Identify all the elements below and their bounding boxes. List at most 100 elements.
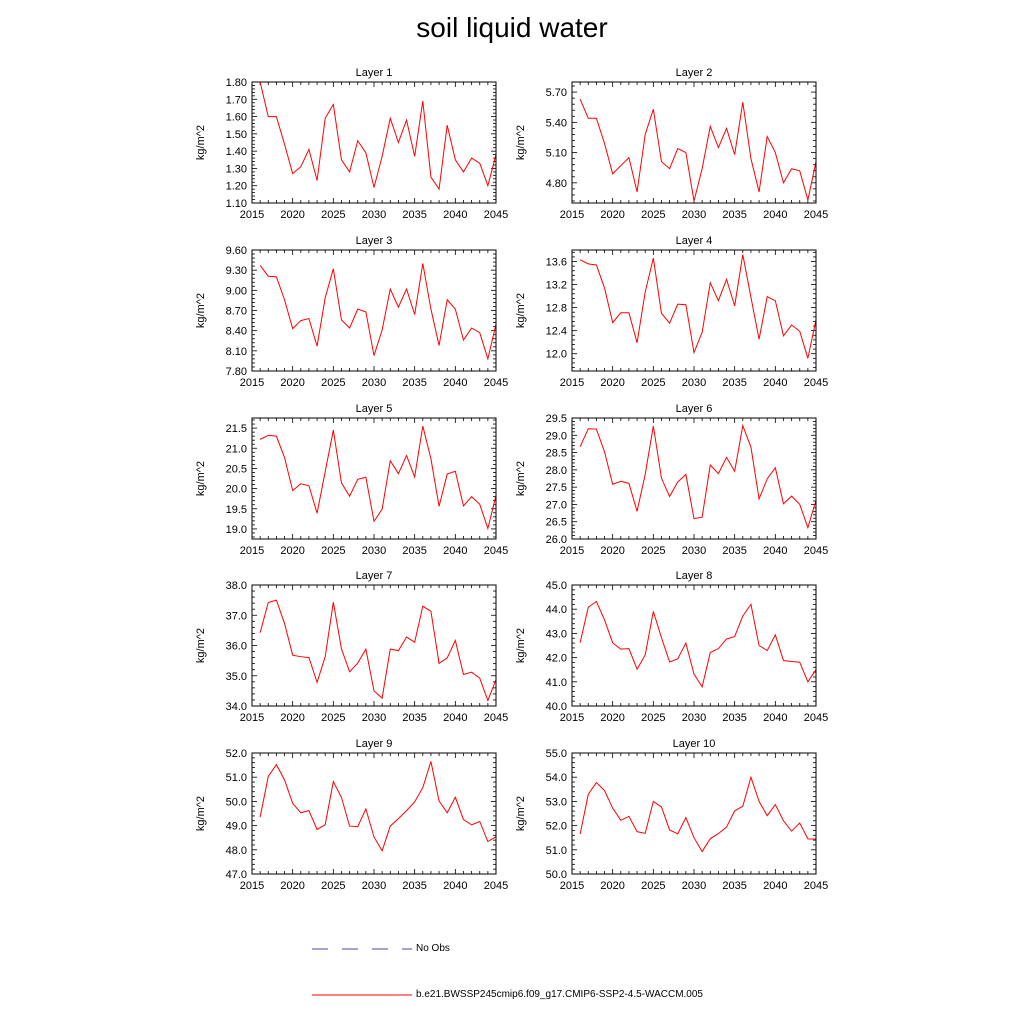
y-tick-label: 36.0 [226, 641, 247, 653]
x-tick-label: 2040 [763, 545, 787, 557]
x-tick-label: 2025 [641, 712, 665, 724]
chart-layer-2: Layer 2 kg/m^2 2015 2020 2025 2030 2035 2040 204… [515, 67, 828, 221]
y-tick-label: 48.0 [226, 845, 247, 857]
series-line-layer-10 [579, 775, 816, 853]
x-tick-label: 2040 [763, 209, 787, 221]
x-tick-label: 2045 [804, 712, 828, 724]
plot-frame-layer-7 [251, 584, 497, 707]
y-tick-label: 21.0 [226, 443, 247, 455]
y-tick-label: 20.0 [226, 484, 247, 496]
x-tick-label: 2015 [240, 712, 264, 724]
x-tick-label: 2015 [240, 880, 264, 892]
x-tick-label: 2030 [362, 377, 386, 389]
x-tick-label: 2045 [804, 545, 828, 557]
chart-title-layer-9: Layer 9 [356, 738, 393, 750]
y-tick-label: 8.40 [226, 326, 247, 338]
y-tick-label: 9.00 [226, 285, 247, 297]
y-tick-label: 20.5 [226, 463, 247, 475]
plot-frame-layer-2 [571, 81, 817, 204]
chart-layer-5: Layer 5 kg/m^2 2015 2020 2025 2030 2035 2040 204… [195, 403, 508, 557]
x-tick-label: 2040 [763, 712, 787, 724]
x-tick-label: 2040 [443, 545, 467, 557]
y-tick-label: 47.0 [226, 869, 247, 881]
y-tick-label: 44.0 [546, 604, 567, 616]
x-tick-label: 2025 [641, 209, 665, 221]
x-tick-label: 2040 [443, 377, 467, 389]
y-tick-label: 1.80 [226, 77, 247, 89]
x-tick-label: 2030 [682, 209, 706, 221]
y-axis-label-layer-9: kg/m^2 [195, 796, 207, 831]
x-tick-label: 2035 [402, 712, 426, 724]
chart-layer-1: Layer 1 kg/m^2 2015 2020 2025 2030 2035 2040 204… [195, 67, 508, 221]
chart-title-layer-6: Layer 6 [676, 403, 713, 415]
x-tick-label: 2040 [443, 209, 467, 221]
chart-title-layer-5: Layer 5 [356, 403, 393, 415]
y-axis-label-layer-1: kg/m^2 [195, 125, 207, 160]
y-tick-label: 5.40 [546, 117, 567, 129]
series-line-layer-5 [259, 425, 496, 531]
plot-frame-layer-8 [571, 584, 817, 707]
plot-frame-layer-3 [251, 249, 497, 372]
x-tick-label: 2035 [402, 880, 426, 892]
y-tick-label: 34.0 [226, 701, 247, 713]
series-line-layer-1 [259, 82, 496, 191]
x-tick-label: 2045 [804, 377, 828, 389]
y-tick-label: 1.40 [226, 146, 247, 158]
y-tick-label: 51.0 [546, 845, 567, 857]
y-tick-label: 55.0 [546, 748, 567, 760]
x-tick-label: 2030 [682, 545, 706, 557]
chart-layer-8: Layer 8 kg/m^2 2015 2020 2025 2030 2035 2040 204… [515, 570, 828, 724]
chart-title-layer-7: Layer 7 [356, 570, 393, 582]
series-line-layer-9 [259, 761, 496, 852]
y-tick-label: 50.0 [226, 796, 247, 808]
x-tick-label: 2030 [362, 209, 386, 221]
x-tick-label: 2030 [362, 545, 386, 557]
series-line-layer-6 [579, 423, 816, 530]
y-tick-label: 1.10 [226, 198, 247, 210]
y-tick-label: 52.0 [546, 821, 567, 833]
chart-title-layer-8: Layer 8 [676, 570, 713, 582]
x-tick-label: 2035 [722, 545, 746, 557]
y-tick-label: 54.0 [546, 772, 567, 784]
y-axis-label-layer-10: kg/m^2 [515, 796, 527, 831]
y-tick-label: 52.0 [226, 748, 247, 760]
chart-layer-4: Layer 4 kg/m^2 2015 2020 2025 2030 2035 2040 204… [515, 235, 828, 389]
y-tick-label: 40.0 [546, 701, 567, 713]
x-tick-label: 2035 [402, 209, 426, 221]
x-tick-label: 2040 [443, 712, 467, 724]
y-tick-label: 1.30 [226, 163, 247, 175]
x-tick-label: 2020 [280, 209, 304, 221]
x-tick-label: 2025 [321, 209, 345, 221]
y-tick-label: 51.0 [226, 772, 247, 784]
y-tick-label: 27.0 [546, 499, 567, 511]
x-tick-label: 2020 [280, 377, 304, 389]
y-tick-label: 13.6 [546, 257, 567, 269]
y-tick-label: 19.5 [226, 504, 247, 516]
y-tick-label: 9.60 [226, 245, 247, 257]
y-axis-label-layer-2: kg/m^2 [515, 125, 527, 160]
y-tick-label: 5.10 [546, 148, 567, 160]
x-tick-label: 2020 [280, 545, 304, 557]
plot-frame-layer-1 [251, 81, 497, 204]
x-tick-label: 2035 [402, 377, 426, 389]
y-axis-label-layer-7: kg/m^2 [195, 628, 207, 663]
x-tick-label: 2015 [560, 880, 584, 892]
x-tick-label: 2025 [641, 377, 665, 389]
x-tick-label: 2035 [402, 545, 426, 557]
y-axis-label-layer-3: kg/m^2 [195, 293, 207, 328]
y-tick-label: 42.0 [546, 653, 567, 665]
y-tick-label: 27.5 [546, 482, 567, 494]
y-axis-label-layer-4: kg/m^2 [515, 293, 527, 328]
y-tick-label: 1.50 [226, 129, 247, 141]
y-tick-label: 29.5 [546, 413, 567, 425]
series-line-layer-4 [579, 254, 816, 359]
x-tick-label: 2035 [722, 712, 746, 724]
y-tick-label: 29.0 [546, 430, 567, 442]
y-tick-label: 38.0 [226, 580, 247, 592]
chart-layer-7: Layer 7 kg/m^2 2015 2020 2025 2030 2035 2040 204… [195, 570, 508, 724]
plot-frame-layer-9 [251, 752, 497, 875]
y-tick-label: 37.0 [226, 610, 247, 622]
y-tick-label: 26.5 [546, 517, 567, 529]
page-title: soil liquid water [416, 12, 608, 43]
x-tick-label: 2025 [321, 377, 345, 389]
